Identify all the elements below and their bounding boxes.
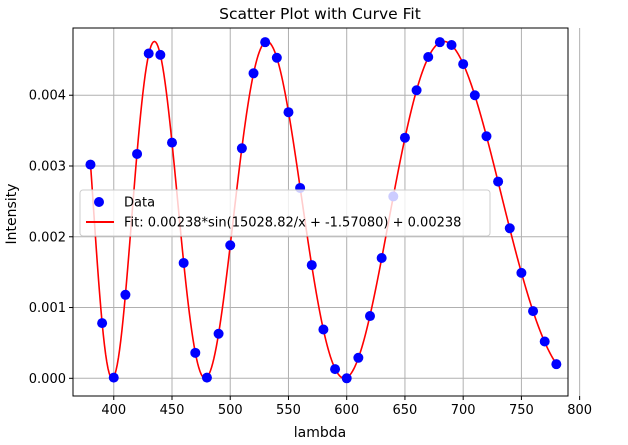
data-point	[201, 372, 212, 383]
data-point	[353, 352, 364, 363]
plot-frame	[72, 27, 569, 397]
data-point	[108, 372, 119, 383]
data-point	[85, 159, 96, 170]
data-point	[248, 68, 259, 79]
data-point	[446, 39, 457, 50]
data-point	[399, 132, 410, 143]
x-tick-label: 800	[567, 403, 592, 418]
data-point	[434, 37, 445, 48]
data-point	[481, 131, 492, 142]
data-point	[469, 90, 480, 101]
data-point	[539, 336, 550, 347]
data-point	[318, 324, 329, 335]
x-tick-label: 550	[276, 403, 301, 418]
data-point	[132, 148, 143, 159]
legend-label-data: Data	[124, 196, 155, 211]
x-tick-label: 700	[451, 403, 476, 418]
x-axis-ticks: 400 450 500 550 600 650 700 750 800	[101, 396, 592, 418]
legend-label-fit: Fit: 0.00238*sin(15028.82/x + -1.57080) …	[124, 216, 461, 231]
x-tick-label: 400	[101, 403, 126, 418]
data-point	[213, 328, 224, 339]
x-tick-label: 650	[393, 403, 418, 418]
data-point	[423, 52, 434, 63]
data-points-group	[85, 37, 562, 384]
y-tick-label: 0.002	[29, 230, 66, 245]
data-point	[411, 85, 422, 96]
legend-marker-data	[94, 197, 104, 207]
y-axis-ticks: 0.000 0.001 0.002 0.003 0.004	[29, 89, 73, 387]
y-tick-label: 0.004	[29, 89, 66, 104]
x-tick-label: 750	[509, 403, 534, 418]
y-axis-label: Intensity	[4, 184, 20, 245]
data-point	[306, 260, 317, 271]
data-point	[236, 143, 247, 154]
y-tick-label: 0.003	[29, 160, 66, 175]
data-point	[178, 257, 189, 268]
legend: Data Fit: 0.00238*sin(15028.82/x + -1.57…	[79, 189, 491, 237]
y-tick-label: 0.001	[29, 301, 66, 316]
legend-box	[79, 189, 491, 237]
data-point	[97, 318, 108, 329]
x-axis-label: lambda	[294, 425, 346, 441]
data-point	[271, 52, 282, 63]
data-point	[458, 59, 469, 70]
data-point	[493, 176, 504, 187]
chart-title: Scatter Plot with Curve Fit	[219, 5, 421, 23]
data-point	[155, 49, 166, 60]
data-point	[551, 359, 562, 370]
data-point	[504, 223, 515, 234]
data-point	[516, 267, 527, 278]
x-tick-label: 450	[160, 403, 185, 418]
x-tick-label: 500	[218, 403, 243, 418]
data-point	[341, 373, 352, 384]
data-point	[260, 37, 271, 48]
x-tick-label: 600	[334, 403, 359, 418]
data-point	[283, 107, 294, 118]
data-point	[365, 311, 375, 322]
y-tick-label: 0.000	[29, 372, 66, 387]
data-point	[225, 240, 236, 251]
data-point	[528, 306, 539, 317]
data-point	[167, 137, 177, 148]
data-point	[120, 289, 131, 300]
data-point	[376, 253, 387, 263]
data-point	[330, 364, 341, 375]
data-point	[190, 347, 201, 358]
data-point	[143, 48, 154, 59]
